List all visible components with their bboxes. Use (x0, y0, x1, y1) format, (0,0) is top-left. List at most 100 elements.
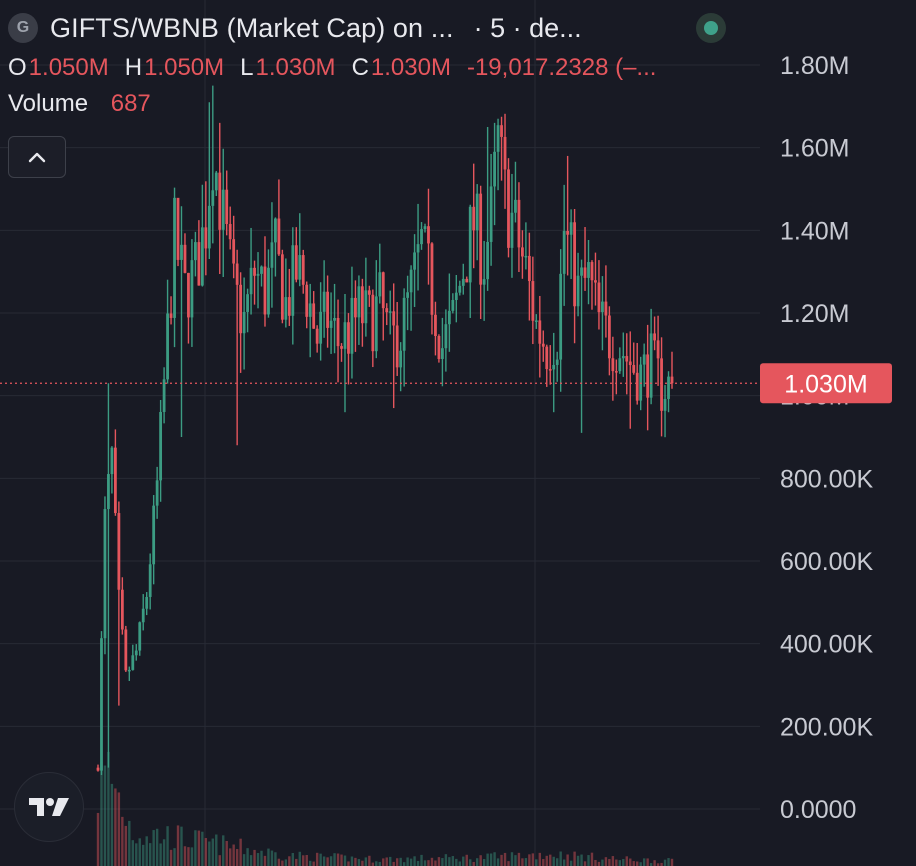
candle-body (155, 480, 159, 506)
candle-body (437, 335, 441, 359)
candle-body (632, 365, 636, 373)
candle-body (194, 242, 197, 261)
volume-bar (448, 857, 451, 866)
candle-body (482, 279, 486, 285)
candle-body (573, 222, 576, 307)
collapse-legend-button[interactable] (8, 136, 66, 178)
volume-bar (121, 816, 124, 866)
volume-bar (601, 859, 604, 866)
volume-bar (302, 855, 305, 866)
volume-bar (542, 859, 545, 866)
candle-body (287, 297, 291, 316)
candle-body (479, 193, 483, 285)
candle-body (141, 608, 145, 623)
candle-body (347, 322, 350, 354)
volume-bar (155, 828, 159, 866)
volume-bar (110, 783, 114, 866)
candle-body (253, 267, 256, 276)
volume-bar (409, 858, 413, 866)
candle-body (486, 241, 490, 280)
candle-body (96, 767, 100, 771)
symbol-title[interactable]: GIFTS/WBNB (Market Cap) on ... (50, 12, 454, 43)
candle-body (322, 291, 326, 312)
volume-bars (96, 751, 674, 866)
last-price-marker: 1.030M (0, 363, 892, 404)
candle-body (371, 294, 375, 352)
volume-bar (510, 852, 514, 866)
candle-body (583, 267, 587, 278)
candle-body (138, 622, 142, 651)
volume-bar (629, 858, 632, 866)
volume-bar (281, 860, 284, 866)
volume-bar (218, 855, 221, 866)
tradingview-logo-icon[interactable] (14, 772, 84, 842)
candle-body (263, 266, 267, 315)
volume-bar (528, 854, 531, 866)
volume-bar (357, 859, 361, 866)
candle-body (534, 320, 538, 322)
volume-bar (329, 856, 333, 866)
volume-bar (315, 852, 319, 866)
volume-bar (148, 843, 152, 866)
candle-body (395, 325, 399, 368)
candle-body (639, 364, 643, 401)
candle-body (399, 350, 403, 368)
volume-bar (653, 860, 656, 866)
candle-body (340, 346, 343, 349)
candle-body (274, 218, 277, 243)
candle-body (277, 218, 281, 255)
volume-bar (489, 853, 493, 866)
ohlc-high-value: 1.050M (144, 54, 225, 81)
market-status-icon[interactable] (696, 13, 726, 43)
volume-bar (642, 858, 646, 866)
candle-body (357, 286, 361, 318)
volume-bar (392, 861, 395, 866)
candle-body (211, 190, 215, 206)
volume-bar (656, 863, 660, 866)
volume-bar (395, 858, 399, 866)
ohlc-open-key: O (8, 54, 27, 81)
candle-body (360, 286, 364, 324)
candle-body (103, 509, 107, 639)
price-tick-label: 200.00K (780, 713, 873, 741)
volume-bar (423, 860, 427, 866)
candle-body (333, 317, 336, 321)
candle-body (228, 223, 232, 240)
volume-bar (482, 859, 486, 866)
volume-bar (663, 859, 667, 866)
candle-body (621, 356, 625, 359)
candle-body (489, 186, 493, 242)
volume-bar (594, 859, 597, 866)
volume-bar (288, 856, 291, 866)
volume-value: 687 (110, 90, 151, 117)
candle-body (280, 254, 284, 320)
candle-body (249, 267, 253, 295)
volume-bar (451, 856, 455, 866)
candle-body (134, 650, 138, 656)
candle-body (350, 297, 354, 354)
price-tick-label: 0.0000 (780, 796, 856, 824)
volume-bar (194, 830, 197, 866)
volume-bar (562, 859, 566, 866)
volume-bar (420, 854, 423, 866)
candle-body (667, 376, 670, 399)
volume-bar (496, 858, 500, 866)
candle-body (521, 247, 524, 257)
candle-body (312, 303, 316, 329)
volume-bar (531, 853, 535, 866)
candle-body (423, 226, 427, 230)
price-tick-label: 800.00K (780, 465, 873, 493)
volume-bar (597, 861, 601, 866)
volume-bar (441, 858, 444, 866)
volume-bar (152, 830, 155, 866)
interval-label[interactable]: · 5 · de... (473, 12, 582, 43)
candle-body (291, 245, 295, 316)
volume-bar (590, 852, 594, 866)
candle-body (159, 411, 163, 481)
volume-bar (298, 851, 301, 866)
volume-bar (660, 862, 663, 866)
candle-body (225, 189, 229, 224)
candle-body (587, 262, 590, 278)
